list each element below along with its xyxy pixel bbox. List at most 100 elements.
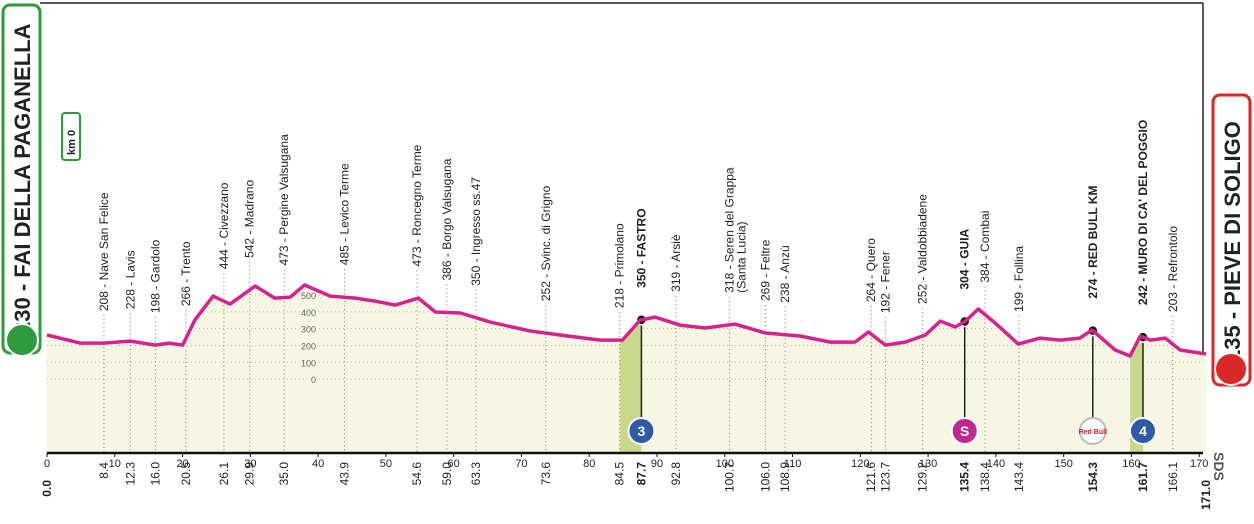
x-tick-label: 140 — [987, 458, 1005, 470]
waypoint-label: 304 - GUIA — [958, 228, 972, 289]
profile-line — [46, 283, 1207, 358]
waypoint-label: 242 - MURO DI CA' DEL POGGIO — [1136, 120, 1150, 305]
km-label: 12.3 — [123, 462, 137, 486]
waypoint-label: 444 - Civezzano — [217, 182, 231, 269]
km-label: 54.6 — [410, 462, 424, 486]
waypoint-label: 384 - Combai — [978, 211, 992, 283]
x-tick-label: 50 — [380, 458, 392, 470]
km-label: 26.1 — [217, 462, 231, 486]
km-label: 84.5 — [613, 462, 627, 486]
km-label: 43.9 — [338, 462, 352, 486]
km-zero-box — [61, 112, 81, 161]
waypoint-label: 238 - Anzù — [778, 245, 792, 302]
km-label: 8.4 — [97, 462, 111, 479]
waypoint-label: 318 - Seren del Grappa — [723, 167, 737, 293]
waypoint-label: (Santa Lucia) — [735, 221, 749, 292]
y-tick-label: 500 — [301, 291, 316, 301]
y-tick-label: 100 — [301, 358, 316, 368]
waypoint-label: 218 - Primolano — [613, 223, 627, 308]
x-tick-label: 70 — [515, 458, 527, 470]
waypoint-label: 203 - Refrontolo — [1166, 226, 1180, 312]
km-label: 73.6 — [539, 462, 553, 486]
waypoint-label: 228 - Lavis — [123, 250, 137, 309]
x-tick-label: 150 — [1054, 458, 1072, 470]
km-zero: km 0 — [66, 130, 78, 155]
badge — [1128, 417, 1157, 445]
x-tick-label: 40 — [312, 458, 324, 470]
km-label: 166.1 — [1166, 462, 1180, 492]
km-label: 129.2 — [916, 462, 930, 492]
x-tick-label: 100 — [716, 458, 734, 470]
badge — [627, 417, 656, 445]
waypoint-label: 192 - Fener — [878, 251, 892, 313]
x-tick-label: 60 — [448, 458, 460, 470]
km-label: 121.6 — [864, 462, 878, 492]
km-label: 123.7 — [878, 462, 892, 492]
waypoint-label: 319 - Arsiè — [669, 234, 683, 292]
waypoint-label: 350 - Ingresso ss.47 — [469, 177, 483, 286]
km-label: 35.0 — [277, 462, 291, 486]
y-tick-label: 300 — [301, 325, 316, 335]
badge-text: 4 — [1139, 423, 1147, 439]
waypoint-label: 264 - Quero — [864, 238, 878, 302]
km-label: 20.5 — [179, 462, 193, 486]
waypoint-label: 199 - Follina — [1012, 246, 1026, 312]
km-label: 106.0 — [758, 462, 772, 492]
km-label: 59.0 — [440, 462, 454, 486]
x-tick-label: 130 — [919, 458, 937, 470]
badge — [950, 417, 979, 445]
x-tick-label: 0 — [44, 458, 50, 470]
waypoint-label: 252 - Valdobbiadene — [916, 194, 930, 304]
start-label: 230 - FAI DELLA PAGANELLA — [10, 23, 35, 334]
finish-label: 135 - PIEVE DI SOLIGO — [1220, 121, 1245, 362]
waypoint-label: 473 - Pergine Valsugana — [277, 134, 291, 266]
x-tick-label: 10 — [109, 458, 121, 470]
km-label: 63.3 — [469, 462, 483, 486]
x-tick-label: 30 — [244, 458, 256, 470]
waypoint-label: 198 - Gardolo — [148, 239, 162, 313]
y-tick-label: 0 — [311, 375, 316, 385]
logo: SDS — [1211, 452, 1227, 481]
x-tick-label: 110 — [784, 458, 802, 470]
km-label: 138.4 — [978, 462, 992, 492]
km-label: 100.7 — [723, 462, 737, 492]
km-label: 161.7 — [1136, 462, 1150, 492]
waypoint-label: 274 - RED BULL KM — [1086, 185, 1100, 298]
waypoint-label: 252 - Svinc. di Grigno — [539, 185, 553, 301]
waypoint-label: 208 - Nave San Felice — [97, 192, 111, 311]
badge-text: 3 — [638, 423, 646, 439]
waypoint-label: 542 - Madrano — [243, 180, 257, 258]
waypoint-label: 473 - Roncegno Terme — [410, 144, 424, 266]
distance-start: 0.0 — [40, 480, 54, 497]
waypoint-label: 485 - Levico Terme — [338, 163, 352, 265]
badge — [1078, 417, 1107, 445]
start-icon — [5, 323, 39, 357]
km-label: 143.4 — [1012, 462, 1026, 492]
badge-text: S — [960, 423, 969, 439]
x-tick-label: 160 — [1122, 458, 1140, 470]
waypoint-label: 269 - Feltre — [758, 239, 772, 301]
waypoint-label: 350 - FASTRO — [634, 208, 648, 287]
km-label: 87.7 — [634, 462, 648, 486]
km-label: 108.9 — [778, 462, 792, 492]
x-tick-label: 120 — [851, 458, 869, 470]
y-tick-label: 200 — [301, 341, 316, 351]
finish-icon — [1214, 352, 1248, 386]
km-label: 154.3 — [1086, 462, 1100, 492]
km-label: 135.4 — [958, 462, 972, 492]
y-tick-label: 400 — [301, 308, 316, 318]
distance-finish: 171.0 — [1199, 480, 1213, 510]
x-tick-label: 170 — [1190, 458, 1208, 470]
waypoint-label: 266 - Trento — [179, 241, 193, 306]
waypoint-label: 386 - Borgo Valsugana — [440, 158, 454, 280]
x-tick-label: 20 — [176, 458, 188, 470]
km-label: 29.9 — [243, 462, 257, 486]
badge-text: Red Bull — [1079, 429, 1107, 436]
x-tick-label: 90 — [651, 458, 663, 470]
km-label: 16.0 — [148, 462, 162, 486]
x-tick-label: 80 — [583, 458, 595, 470]
km-label: 92.8 — [669, 462, 683, 486]
